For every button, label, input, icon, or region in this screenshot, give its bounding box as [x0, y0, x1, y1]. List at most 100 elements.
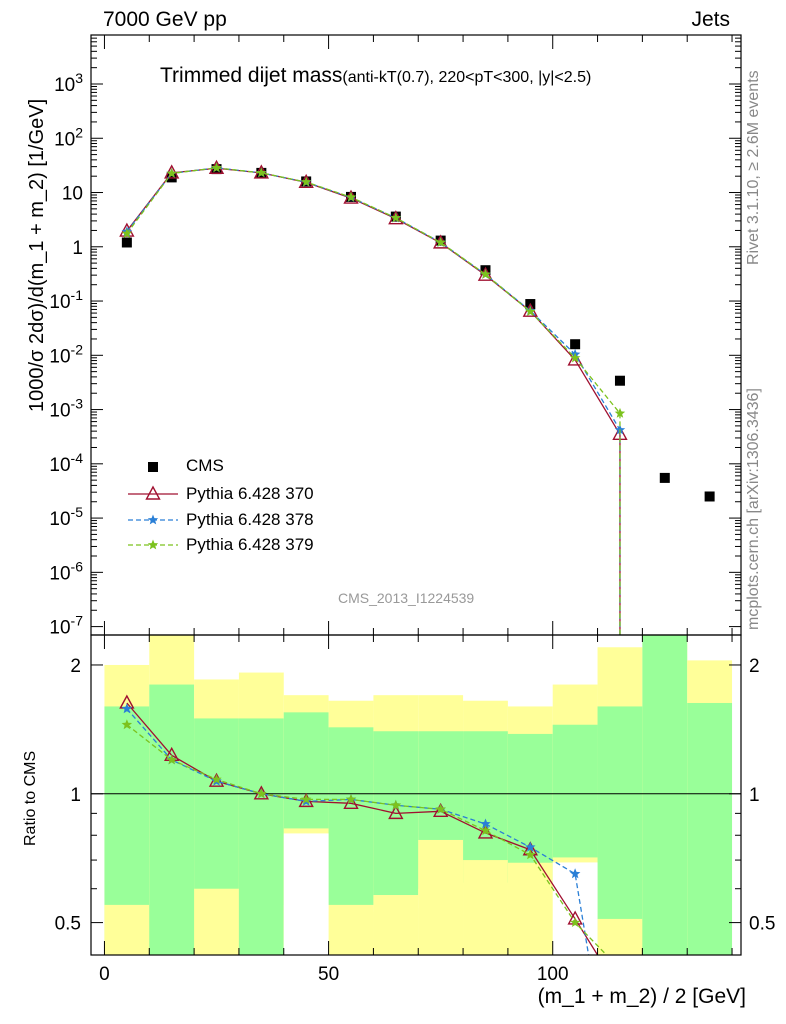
- mc-point: [525, 306, 536, 316]
- mc-point: [390, 212, 402, 223]
- ratio-uncertainty-bands: [91, 635, 741, 955]
- y-tick-label: 10-6: [49, 558, 83, 584]
- legend-marker-0: [148, 462, 158, 472]
- y-axis-label: 1000/σ 2dσ)/d(m_1 + m_2) [1/GeV]: [26, 98, 48, 412]
- ratio-band-lower: [418, 839, 464, 955]
- ratio-tick-label-right: 0.5: [749, 914, 775, 935]
- x-tick-label: 0: [99, 964, 110, 985]
- ratio-band-lower: [373, 908, 419, 955]
- ratio-band-inner: [552, 724, 598, 883]
- y-tick-label: 1: [72, 238, 83, 259]
- data-point: [659, 472, 670, 483]
- ratio-point: [388, 804, 404, 820]
- ratio-series-group: [119, 694, 607, 956]
- x-tick-label: 50: [318, 964, 339, 985]
- y-tick-label: 10-5: [49, 504, 83, 530]
- legend-marker-1: [145, 485, 161, 500]
- ratio-point: [435, 803, 446, 814]
- ratio-point: [569, 917, 581, 927]
- legend-entry-370: Pythia 6.428 370: [186, 484, 314, 503]
- ratio-point: [121, 719, 133, 730]
- ratio-point: [480, 825, 491, 836]
- ratio-tick-label-left: 1: [70, 785, 81, 806]
- legend-marker-2: [147, 514, 159, 525]
- axes-group: 10-7 10-6 10-5 10-4 10-3 10-2 10-1 1 10 102 103 0 50…: [49, 34, 775, 985]
- legend-markers: [128, 462, 178, 550]
- mcplots-label: mcplots.cern.ch [arXiv:1306.3436]: [745, 388, 762, 630]
- legend-marker-3: [147, 539, 159, 550]
- mc-point: [435, 237, 446, 247]
- ratio-point: [300, 793, 312, 804]
- legend-entry-378: Pythia 6.428 378: [186, 510, 314, 529]
- y-tick-label: 10-2: [49, 341, 83, 367]
- mc-point: [569, 352, 581, 363]
- data-point: [704, 491, 715, 502]
- ratio-point: [121, 703, 133, 714]
- ratio-point: [569, 868, 581, 879]
- mc-point: [300, 176, 312, 187]
- ratio-point: [256, 788, 267, 799]
- mc-point: [614, 407, 626, 418]
- plot-title-sub: (anti-kT(0.7), 220<pT<300, |y|<2.5): [342, 69, 592, 86]
- ratio-point: [343, 794, 359, 810]
- y-tick-label: 10-7: [49, 613, 83, 639]
- ratio-axis-label: Ratio to CMS: [22, 750, 39, 846]
- ratio-tick-label-right: 1: [749, 785, 760, 806]
- ratio-band-lower: [104, 904, 150, 955]
- ratio-line-1: [126, 708, 590, 956]
- plot-title-main: Trimmed dijet mass: [160, 64, 343, 87]
- y-tick-label: 10-4: [49, 450, 83, 476]
- ratio-band-lower: [507, 862, 553, 955]
- analysis-watermark: CMS_2013_I1224539: [338, 590, 475, 606]
- header-analysis-label: Jets: [691, 8, 730, 31]
- ratio-tick-label-left: 2: [70, 656, 81, 677]
- ratio-band-inner: [328, 727, 374, 905]
- ratio-band-inner: [238, 718, 284, 955]
- ratio-band-inner: [597, 706, 643, 955]
- ratio-band-lower: [328, 911, 374, 955]
- y-tick-label: 10: [62, 184, 83, 205]
- mc-point: [121, 228, 133, 238]
- mc-point: [480, 268, 491, 279]
- y-tick-label: 102: [54, 124, 83, 150]
- ratio-band-lower: [597, 918, 643, 955]
- rivet-version-label: Rivet 3.1.10, ≥ 2.6M events: [745, 70, 762, 265]
- mc-point: [256, 167, 267, 178]
- ratio-point: [480, 818, 491, 829]
- ratio-band-inner: [642, 635, 688, 955]
- ratio-tick-label-left: 0.5: [55, 914, 81, 935]
- main-series-group: [119, 159, 715, 635]
- legend-entry-379: Pythia 6.428 379: [186, 535, 314, 554]
- ratio-frame: [90, 634, 742, 956]
- ratio-band-inner: [463, 731, 508, 883]
- series-line-3: [126, 167, 621, 414]
- x-tick-label: 100: [537, 964, 569, 985]
- mc-point: [166, 167, 177, 178]
- data-point: [570, 339, 581, 350]
- ratio-point: [525, 841, 536, 852]
- ratio-point: [166, 754, 177, 765]
- ratio-point: [345, 793, 357, 804]
- ratio-band-gap: [552, 862, 598, 955]
- ratio-band-inner: [149, 684, 195, 955]
- ratio-band-inner: [687, 702, 733, 955]
- ratio-point: [211, 774, 222, 784]
- header-energy-label: 7000 GeV pp: [103, 8, 227, 31]
- legend-entry-cms: CMS: [186, 456, 224, 475]
- data-point: [121, 237, 132, 248]
- ratio-band-gap: [283, 833, 329, 955]
- plot-title: Trimmed dijet mass(anti-kT(0.7), 220<pT<…: [160, 64, 591, 88]
- y-tick-label: 10-1: [49, 287, 83, 313]
- ratio-line-2: [126, 724, 607, 956]
- ratio-band-inner: [507, 733, 553, 883]
- ratio-band-lower: [194, 888, 239, 955]
- ratio-band-lower: [463, 860, 508, 955]
- data-point: [614, 375, 625, 386]
- x-axis-label: (m_1 + m_2) / 2 [GeV]: [537, 985, 746, 1008]
- y-tick-label: 10-3: [49, 396, 83, 422]
- mc-point: [345, 191, 357, 202]
- mc-point: [211, 162, 222, 173]
- y-tick-label: 103: [54, 70, 83, 96]
- ratio-tick-label-right: 2: [749, 656, 760, 677]
